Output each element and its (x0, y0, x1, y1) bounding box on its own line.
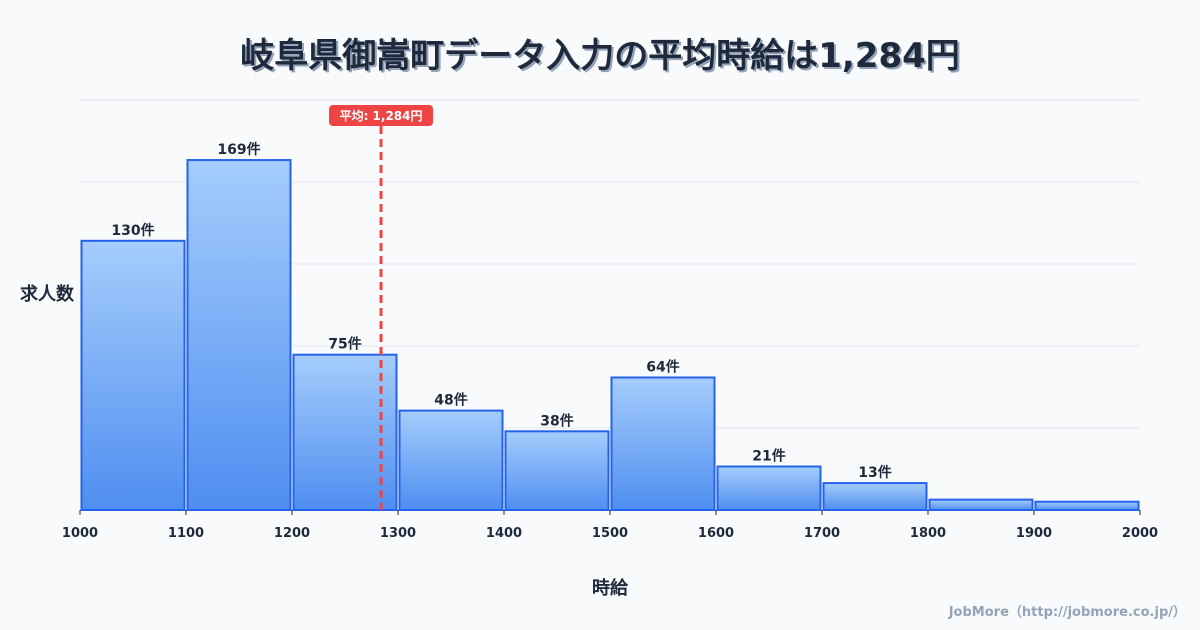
x-axis-label: 時給 (592, 578, 628, 599)
bar-value-label: 48件 (434, 392, 467, 409)
histogram-bar (292, 353, 398, 511)
histogram-bar (1034, 500, 1140, 511)
histogram-bar (186, 159, 292, 511)
histogram-bar (610, 376, 716, 512)
bar-value-label: 21件 (752, 448, 785, 465)
histogram-bar (716, 465, 822, 511)
chart-title: 岐阜県御嵩町データ入力の平均時給は1,284円 (240, 36, 960, 76)
x-tick-label: 1000 (62, 526, 98, 541)
histogram-bar (822, 482, 928, 512)
x-tick-label: 1100 (168, 526, 204, 541)
x-tick-label: 1500 (592, 526, 628, 541)
mean-badge (329, 105, 434, 126)
histogram-bar (80, 239, 186, 511)
bar-value-label: 13件 (858, 464, 891, 481)
credit-text: JobMore（http://jobmore.co.jp/） (948, 605, 1186, 620)
x-tick-label: 1600 (698, 526, 734, 541)
x-tick-label: 1700 (804, 526, 840, 541)
bar-value-label: 64件 (646, 358, 679, 375)
mean-label: 平均: 1,284円 (340, 108, 423, 123)
x-tick-label: 1200 (274, 526, 310, 541)
bar-value-label: 75件 (328, 336, 361, 353)
x-tick-label: 1400 (486, 526, 522, 541)
bar-value-label: 169件 (217, 141, 260, 158)
y-axis-label: 求人数 (20, 284, 74, 305)
bar-value-label: 130件 (111, 222, 154, 239)
histogram-bar (504, 430, 610, 512)
x-tick-label: 2000 (1122, 526, 1158, 541)
bar-value-label: 38件 (540, 412, 573, 429)
histogram-bar (928, 498, 1034, 511)
histogram-bar (398, 409, 504, 511)
x-tick-label: 1900 (1016, 526, 1052, 541)
x-tick-label: 1300 (380, 526, 416, 541)
x-tick-label: 1800 (910, 526, 946, 541)
